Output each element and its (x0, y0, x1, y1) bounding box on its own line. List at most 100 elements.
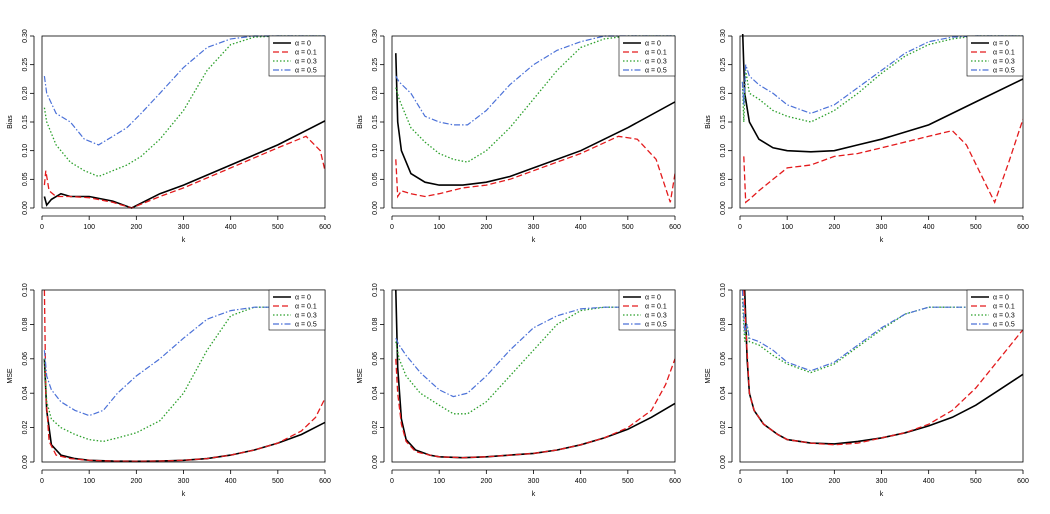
x-tick-label: 600 (669, 478, 681, 485)
y-tick-label: 0.25 (22, 58, 29, 72)
legend: α = 0 α = 0.1 α = 0.3 α = 0.5 (966, 35, 1024, 77)
y-tick-label: 0.00 (22, 455, 29, 469)
y-tick-label: 0.08 (372, 317, 379, 331)
x-tick-label: 100 (83, 478, 95, 485)
legend-label: α = 0.1 (993, 304, 1015, 311)
x-tick-label: 0 (738, 224, 742, 231)
y-tick-label: 0.10 (22, 283, 29, 297)
x-tick-label: 400 (225, 478, 237, 485)
legend-label: α = 0.3 (993, 313, 1015, 320)
legend-label: α = 0 (993, 41, 1009, 48)
legend-label: α = 0.3 (295, 59, 317, 66)
y-tick-label: 0.05 (720, 172, 727, 186)
y-axis-label: Bias (705, 115, 712, 129)
panel-2: 0 100 200 300 400 500 600 k 0.00 0.05 0.10 0.15 0.20… (357, 29, 681, 244)
y-tick-label: 0.20 (720, 86, 727, 100)
y-tick-label: 0.04 (372, 386, 379, 400)
legend-label: α = 0.3 (993, 59, 1015, 66)
x-tick-label: 0 (40, 478, 44, 485)
x-tick-label: 0 (40, 224, 44, 231)
y-tick-label: 0.05 (22, 172, 29, 186)
x-tick-label: 500 (622, 224, 634, 231)
y-tick-label: 0.15 (372, 115, 379, 129)
legend-label: α = 0.5 (993, 322, 1015, 329)
legend-label: α = 0.3 (645, 59, 667, 66)
series-line-3 (395, 35, 675, 163)
y-tick-label: 0.05 (372, 172, 379, 186)
x-axis-label: k (532, 237, 536, 244)
y-tick-label: 0.00 (372, 201, 379, 215)
x-tick-label: 200 (480, 224, 492, 231)
x-tick-label: 0 (738, 478, 742, 485)
series-line-4 (395, 35, 675, 126)
x-tick-label: 0 (390, 224, 394, 231)
y-tick-label: 0.08 (720, 317, 727, 331)
y-tick-label: 0.00 (720, 455, 727, 469)
y-tick-label: 0.25 (372, 58, 379, 72)
series-line-3 (741, 298, 1023, 374)
series-line-2 (43, 289, 325, 462)
y-tick-label: 0.06 (22, 352, 29, 366)
legend-label: α = 0.1 (645, 50, 667, 57)
y-tick-label: 0.10 (720, 283, 727, 297)
x-tick-label: 100 (433, 224, 445, 231)
x-tick-label: 600 (319, 224, 331, 231)
series-line-1 (741, 34, 1023, 153)
plot-frame (391, 289, 676, 463)
y-tick-label: 0.08 (22, 317, 29, 331)
y-tick-label: 0.30 (22, 29, 29, 43)
plot-frame (391, 35, 676, 209)
y-tick-label: 0.06 (372, 352, 379, 366)
x-tick-label: 500 (970, 478, 982, 485)
series-line-3 (43, 306, 325, 443)
series-line-4 (395, 306, 675, 398)
x-axis-label: k (880, 491, 884, 498)
panel-6: 0 100 200 300 400 500 600 k 0.00 0.02 0.04 0.06 0.08… (705, 283, 1029, 498)
y-tick-label: 0.02 (720, 421, 727, 435)
x-tick-label: 100 (83, 224, 95, 231)
y-tick-label: 0.10 (22, 144, 29, 158)
legend-label: α = 0.5 (993, 68, 1015, 75)
plot-frame (41, 35, 326, 209)
x-tick-label: 500 (622, 478, 634, 485)
y-tick-label: 0.10 (372, 283, 379, 297)
y-tick-label: 0.02 (22, 421, 29, 435)
y-tick-label: 0.06 (720, 352, 727, 366)
x-tick-label: 300 (876, 478, 888, 485)
y-tick-label: 0.10 (372, 144, 379, 158)
x-tick-label: 300 (528, 224, 540, 231)
y-axis-label: Bias (357, 115, 364, 129)
series-line-2 (395, 358, 675, 459)
series-line-2 (395, 135, 675, 203)
x-tick-label: 600 (1017, 478, 1029, 485)
x-tick-label: 300 (528, 478, 540, 485)
x-axis-label: k (182, 491, 186, 498)
series-line-3 (395, 306, 675, 415)
x-tick-label: 100 (781, 478, 793, 485)
x-tick-label: 400 (575, 224, 587, 231)
y-tick-label: 0.02 (372, 421, 379, 435)
legend-label: α = 0 (993, 295, 1009, 302)
legend: α = 0 α = 0.1 α = 0.3 α = 0.5 (618, 35, 676, 77)
y-tick-label: 0.30 (720, 29, 727, 43)
legend-label: α = 0.1 (993, 50, 1015, 57)
legend-label: α = 0.1 (645, 304, 667, 311)
legend-label: α = 0.5 (645, 68, 667, 75)
legend: α = 0 α = 0.1 α = 0.3 α = 0.5 (268, 35, 326, 77)
x-tick-label: 300 (178, 478, 190, 485)
x-tick-label: 100 (781, 224, 793, 231)
x-axis-label: k (532, 491, 536, 498)
legend-label: α = 0 (295, 295, 311, 302)
x-tick-label: 600 (1017, 224, 1029, 231)
x-tick-label: 600 (669, 224, 681, 231)
series-line-1 (743, 289, 1023, 445)
x-tick-label: 200 (828, 478, 840, 485)
y-tick-label: 0.30 (372, 29, 379, 43)
y-tick-label: 0.25 (720, 58, 727, 72)
legend-label: α = 0.1 (295, 50, 317, 57)
legend-label: α = 0 (295, 41, 311, 48)
x-tick-label: 300 (876, 224, 888, 231)
x-tick-label: 600 (319, 478, 331, 485)
series-line-2 (743, 118, 1023, 204)
